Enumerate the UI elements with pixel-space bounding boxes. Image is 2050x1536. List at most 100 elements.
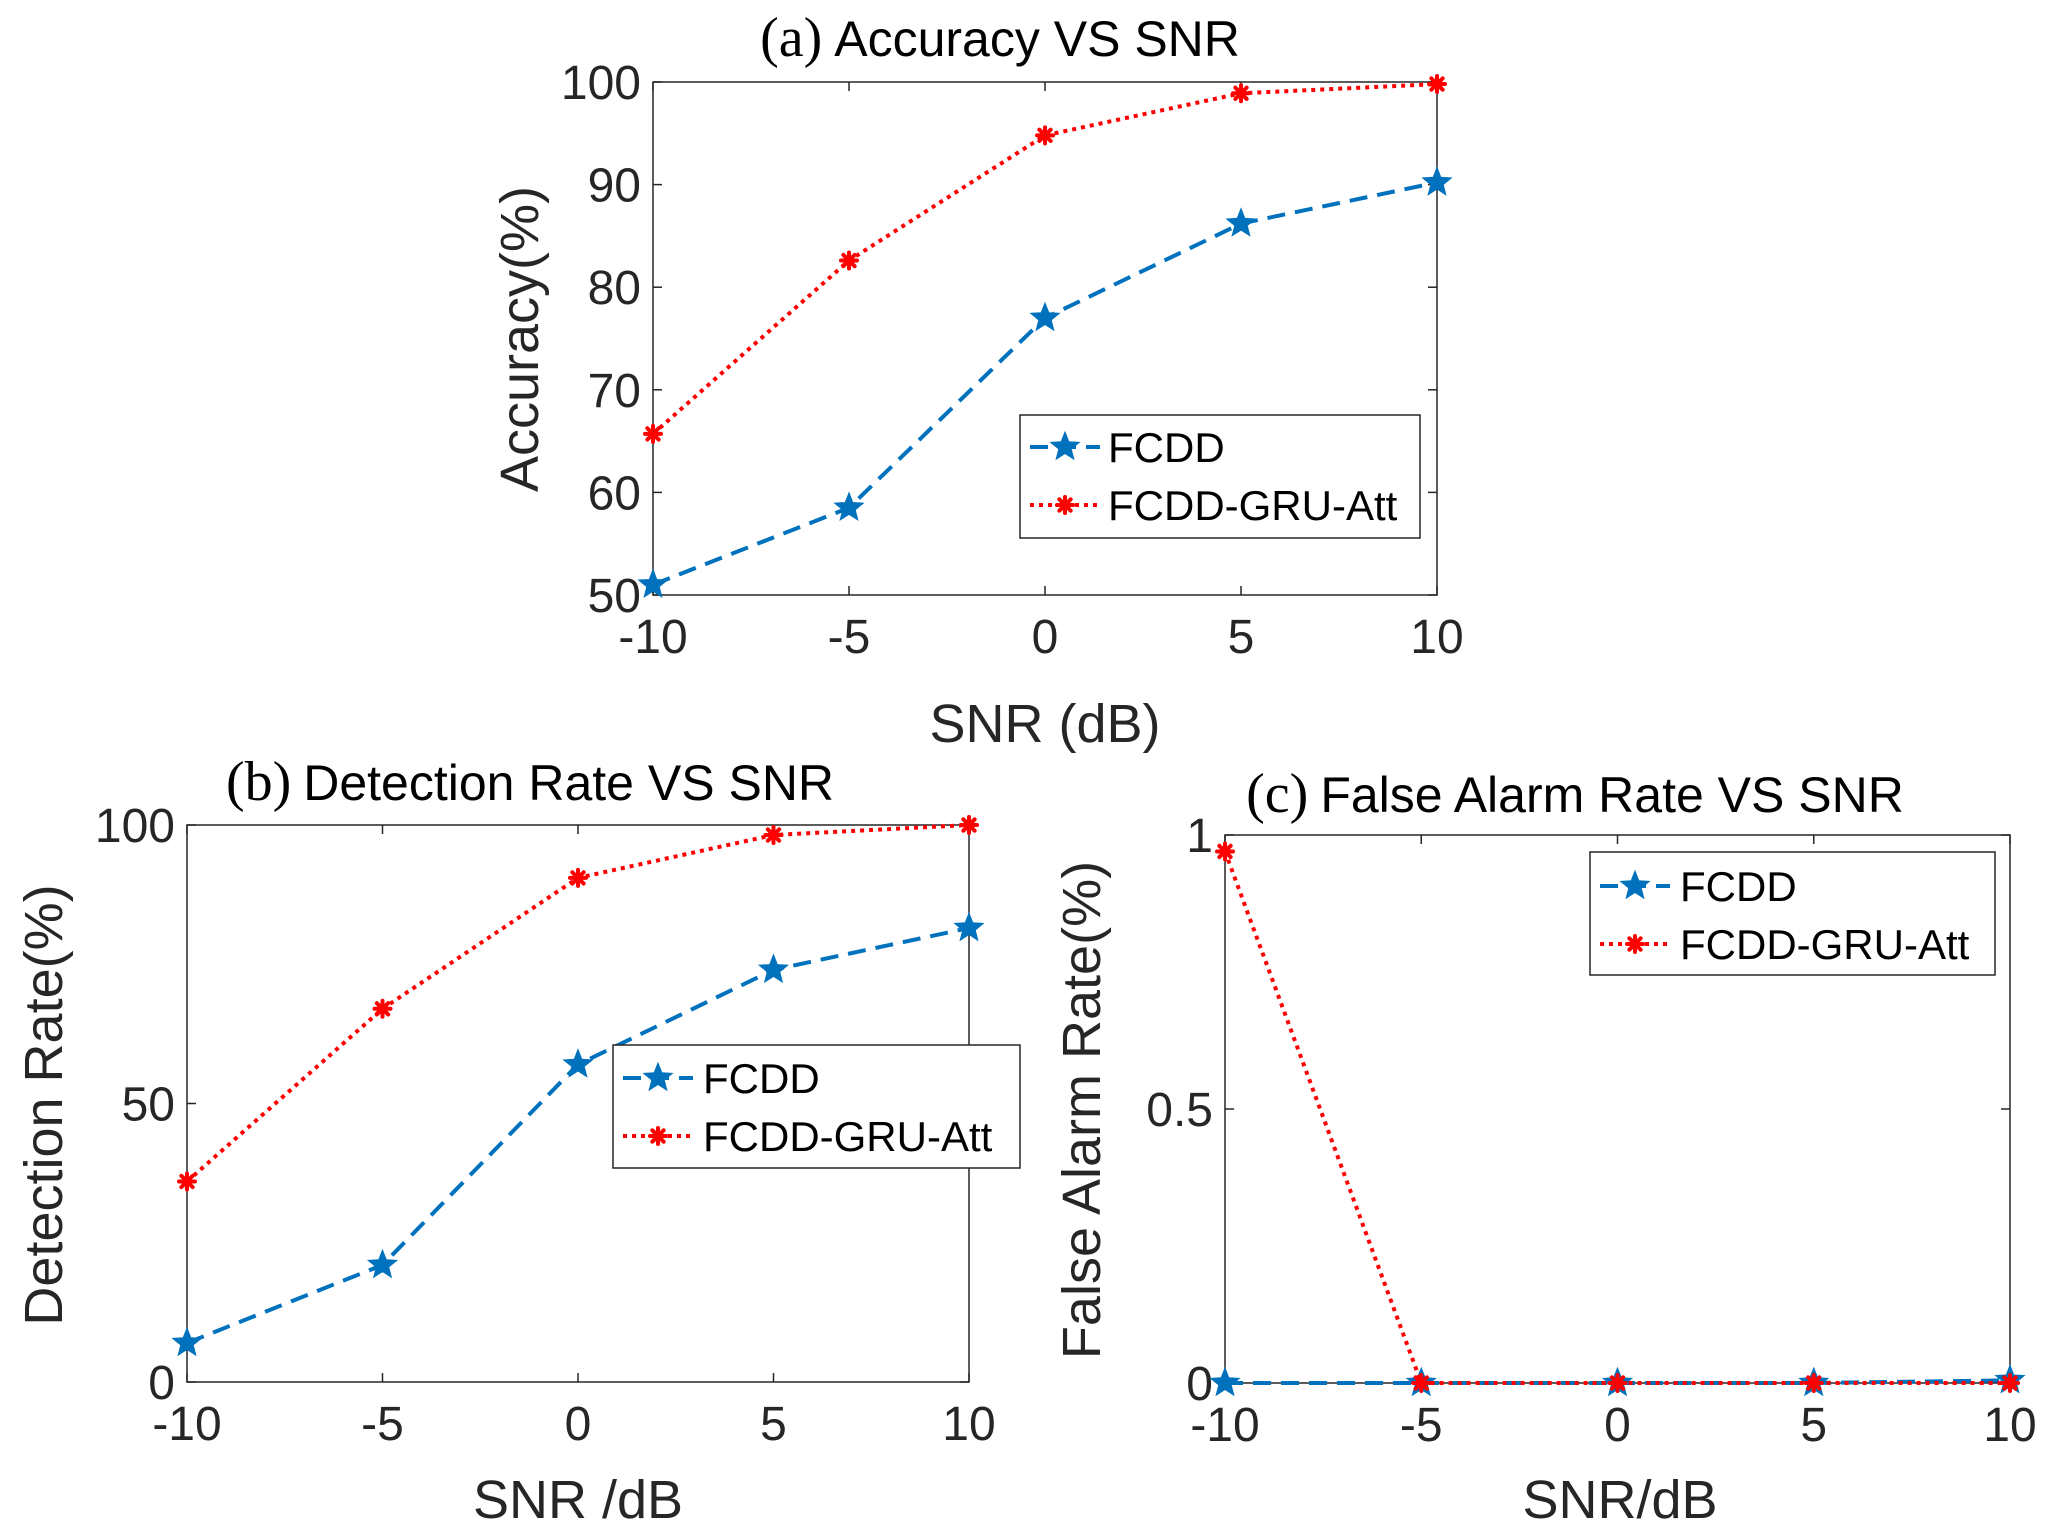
x-tick-label: -10	[1190, 1399, 1259, 1452]
y-tick-label: 60	[588, 467, 641, 520]
x-tick-label: -10	[152, 1398, 221, 1451]
title-prefix-a: (a)	[760, 7, 822, 69]
legend-a: FCDD FCDD-GRU-Att	[1019, 414, 1421, 539]
x-tick-label: 5	[760, 1398, 787, 1451]
legend-label-gru-a: FCDD-GRU-Att	[1108, 482, 1398, 529]
y-tick-label: 0	[1186, 1358, 1213, 1411]
x-tick-label: 5	[1800, 1399, 1827, 1452]
x-tick-label: 0	[1032, 611, 1059, 664]
data-point-fcdd	[171, 1326, 203, 1357]
legend-marker-symbol	[1049, 430, 1081, 461]
chart-title-a: (a) Accuracy VS SNR	[760, 7, 1240, 69]
y-ticks-c: 00.51	[1146, 810, 2010, 1411]
legend-marker-fcdd-b	[642, 1061, 674, 1092]
data-point-fcdd-gru-att	[763, 825, 784, 846]
legend-box-a	[1019, 414, 1421, 539]
legend-marker-symbol	[1055, 495, 1075, 515]
legend-box-c	[1589, 851, 1996, 976]
data-point-fcdd	[953, 911, 985, 942]
chart-title-c: (c) False Alarm Rate VS SNR	[1246, 763, 1904, 825]
x-tick-label: 10	[942, 1398, 995, 1451]
y-axis-label-b: Detection Rate(%)	[14, 884, 74, 1325]
data-point-fcdd	[562, 1048, 594, 1078]
legend-label-gru-c: FCDD-GRU-Att	[1680, 921, 1970, 968]
data-point-fcdd-gru-att	[2000, 1373, 2020, 1393]
series-line-fcdd-gru-att-a	[651, 82, 1438, 436]
title-text-c: False Alarm Rate VS SNR	[1320, 767, 1904, 823]
y-tick-label: 0.5	[1146, 1084, 1213, 1137]
legend-label-fcdd-c: FCDD	[1680, 863, 1797, 910]
data-point-fcdd-gru-att	[959, 815, 979, 835]
data-point-fcdd-gru-att	[1035, 125, 1055, 146]
y-axis-label-c: False Alarm Rate(%)	[1052, 861, 1112, 1359]
data-point-fcdd-gru-att	[839, 250, 859, 271]
legend-marker-symbol	[1625, 934, 1645, 954]
legend-marker-fcdd-a	[1049, 430, 1081, 461]
data-point-fcdd	[757, 953, 790, 984]
data-point-fcdd	[1225, 207, 1257, 237]
data-point-fcdd-gru-att	[177, 1171, 197, 1192]
data-point-fcdd-gru-att	[568, 867, 588, 888]
y-tick-label: 50	[122, 1079, 175, 1132]
legend-marker-symbol	[1619, 869, 1651, 900]
x-tick-label: -5	[1400, 1399, 1443, 1452]
x-ticks-c: -10 -5 0 5 10	[1190, 835, 2037, 1452]
y-tick-label: 70	[588, 365, 641, 418]
data-point-fcdd-gru-att	[1427, 74, 1447, 95]
legend-label-gru-b: FCDD-GRU-Att	[703, 1113, 993, 1160]
y-tick-label: 50	[588, 570, 641, 623]
y-tick-label: 1	[1186, 810, 1213, 863]
data-point-fcdd	[637, 568, 669, 599]
x-ticks-b: -10 -5 0 5 10	[152, 825, 996, 1451]
x-tick-label: 0	[565, 1398, 592, 1451]
series-group-c	[1209, 841, 2026, 1397]
chart-title-b: (b) Detection Rate VS SNR	[226, 751, 834, 813]
data-point-fcdd	[833, 491, 865, 522]
x-tick-label: 5	[1228, 611, 1255, 664]
x-tick-label: 10	[1410, 611, 1463, 664]
x-axis-label-c: SNR/dB	[1522, 1470, 1717, 1530]
legend-marker-fcdd-c	[1619, 869, 1651, 900]
panel-b-detection-rate: (b) Detection Rate VS SNR -10 -5 0 5 10 0 50 10…	[14, 751, 1021, 1530]
data-point-fcdd-gru-att	[643, 423, 663, 444]
y-ticks-b: 0 50 100	[95, 800, 969, 1410]
title-prefix-c: (c)	[1246, 763, 1308, 825]
data-point-fcdd	[1029, 301, 1061, 332]
data-point-fcdd-gru-att	[1411, 1373, 1432, 1393]
legend-marker-symbol	[642, 1061, 674, 1092]
data-point-fcdd-gru-att	[1231, 83, 1251, 104]
x-tick-label: -5	[828, 611, 871, 664]
y-axis-label-a: Accuracy(%)	[490, 186, 550, 492]
legend-marker-gru-a	[1055, 495, 1075, 515]
data-point-fcdd-gru-att	[372, 998, 393, 1019]
legend-box-b	[612, 1044, 1021, 1169]
legend-label-fcdd-a: FCDD	[1108, 424, 1225, 471]
x-axis-label-a: SNR (dB)	[929, 694, 1160, 754]
y-tick-label: 80	[588, 262, 641, 315]
data-point-fcdd-gru-att	[1803, 1373, 1824, 1393]
data-point-fcdd-gru-att	[1607, 1373, 1628, 1393]
x-tick-label: -5	[361, 1398, 404, 1451]
legend-b: FCDD FCDD-GRU-Att	[612, 1044, 1021, 1169]
title-prefix-b: (b)	[226, 751, 291, 813]
y-tick-label: 100	[561, 57, 641, 110]
x-ticks-a: -10 -5 0 5 10	[618, 82, 1464, 664]
title-text-b: Detection Rate VS SNR	[303, 755, 834, 811]
title-text-a: Accuracy VS SNR	[834, 11, 1240, 67]
panel-c-false-alarm-rate: (c) False Alarm Rate VS SNR -10 -5 0 5 10 00.…	[1052, 763, 2037, 1530]
legend-marker-gru-c	[1625, 934, 1645, 954]
y-tick-label: 0	[148, 1357, 175, 1410]
x-tick-label: 0	[1604, 1399, 1631, 1452]
x-axis-label-b: SNR /dB	[473, 1470, 683, 1530]
y-tick-label: 100	[95, 800, 175, 853]
y-tick-label: 90	[588, 160, 641, 213]
data-point-fcdd-gru-att	[1215, 841, 1235, 862]
x-tick-label: 10	[1983, 1399, 2036, 1452]
data-point-fcdd	[366, 1248, 399, 1279]
legend-marker-gru-b	[648, 1126, 668, 1146]
data-point-fcdd	[1209, 1366, 1241, 1397]
series-group-b	[171, 815, 985, 1357]
x-tick-label: -10	[618, 611, 687, 664]
legend-marker-symbol	[648, 1126, 668, 1146]
